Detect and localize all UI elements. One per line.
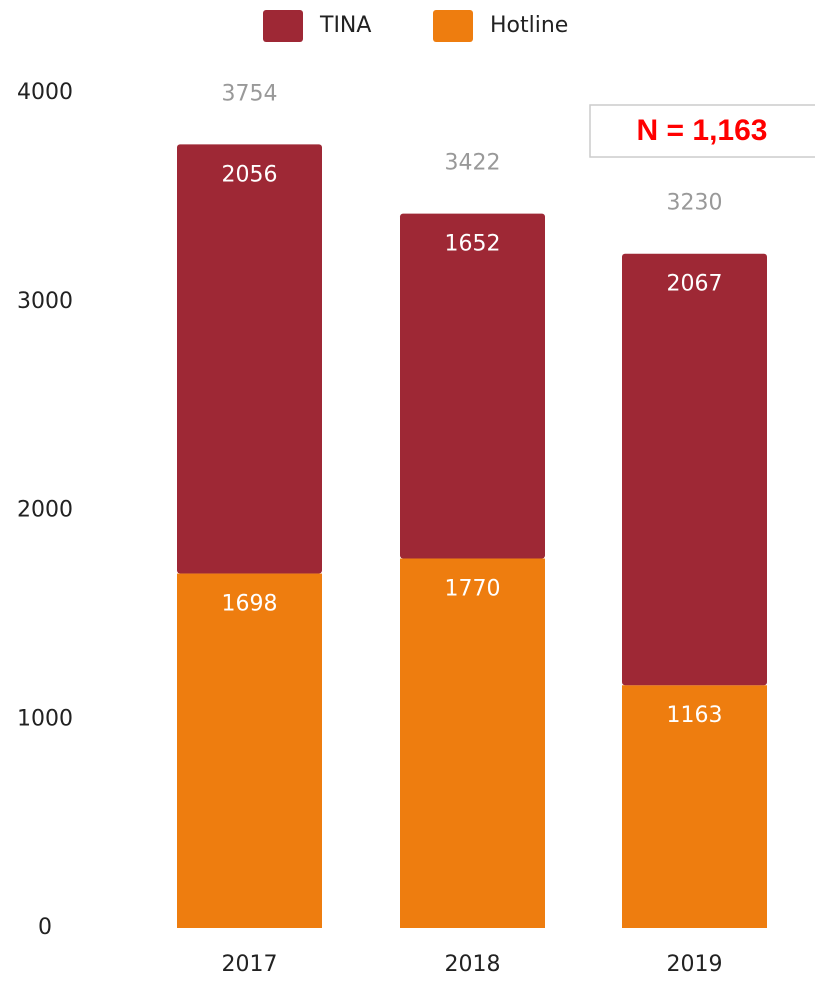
legend-label: TINA [319, 13, 371, 38]
bar-segment [177, 144, 322, 574]
total-label: 3754 [222, 81, 278, 106]
y-tick-label: 4000 [17, 80, 73, 105]
bar-segment [400, 558, 545, 928]
total-label: 3230 [667, 191, 723, 216]
data-label: 2056 [222, 162, 278, 187]
legend-label: Hotline [490, 13, 568, 38]
bar-segment [400, 213, 545, 559]
annotation-box [589, 104, 815, 158]
data-label: 1163 [667, 703, 723, 728]
bar-segment [622, 253, 767, 686]
y-tick-label: 0 [38, 915, 52, 940]
legend-swatch [433, 10, 473, 42]
annotation: N = 1,163 [637, 114, 768, 147]
x-tick-label: 2017 [222, 952, 278, 977]
legend-swatch [263, 10, 303, 42]
data-label: 1652 [445, 232, 501, 257]
data-label: 1698 [222, 592, 278, 617]
x-tick-label: 2019 [667, 952, 723, 977]
data-label: 2067 [667, 272, 723, 297]
total-label: 3422 [445, 151, 501, 176]
y-tick-label: 3000 [17, 289, 73, 314]
bar-segment [177, 573, 322, 928]
y-tick-label: 1000 [17, 706, 73, 731]
x-tick-label: 2018 [445, 952, 501, 977]
y-tick-label: 2000 [17, 498, 73, 523]
bar-segment [622, 685, 767, 928]
data-label: 1770 [445, 577, 501, 602]
